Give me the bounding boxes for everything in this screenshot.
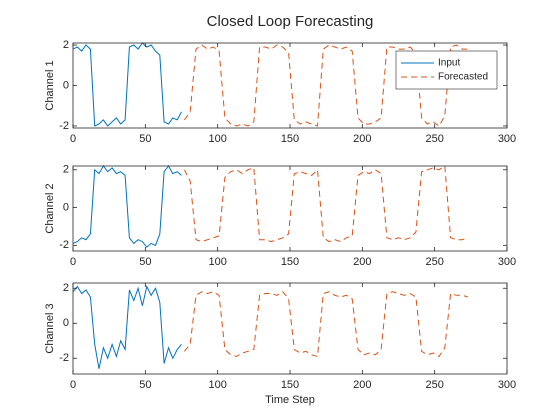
y-tick-label: 2 — [63, 164, 69, 176]
data-line — [72, 285, 182, 369]
chart-title: Closed Loop Forecasting — [207, 13, 374, 30]
x-tick-label: 150 — [281, 256, 299, 268]
y-axis-label: Channel 2 — [44, 183, 56, 233]
y-tick-label: -2 — [59, 239, 69, 251]
x-tick-label: 300 — [498, 133, 516, 145]
x-tick-label: 100 — [208, 256, 226, 268]
x-tick-label: 50 — [139, 379, 151, 391]
y-tick-label: 2 — [63, 39, 69, 51]
x-tick-label: 50 — [139, 256, 151, 268]
x-tick-label: 250 — [425, 256, 443, 268]
x-tick-label: 300 — [498, 256, 516, 268]
axes-background — [73, 283, 507, 374]
legend-label: Input — [438, 58, 460, 69]
x-tick-label: 100 — [208, 379, 226, 391]
y-tick-label: 0 — [63, 317, 69, 329]
x-tick-label: 150 — [281, 133, 299, 145]
x-tick-label: 200 — [353, 133, 371, 145]
data-line — [184, 291, 469, 358]
axes-background — [73, 166, 507, 251]
x-tick-label: 0 — [70, 379, 76, 391]
x-tick-label: 200 — [353, 379, 371, 391]
x-tick-label: 0 — [70, 133, 76, 145]
x-tick-label: 200 — [353, 256, 371, 268]
x-tick-label: 300 — [498, 379, 516, 391]
y-tick-label: 0 — [63, 79, 69, 91]
y-tick-label: -2 — [59, 352, 69, 364]
data-line — [72, 165, 182, 248]
x-tick-label: 50 — [139, 133, 151, 145]
y-axis-label: Channel 1 — [44, 60, 56, 110]
x-tick-label: 100 — [208, 133, 226, 145]
x-tick-label: 250 — [425, 133, 443, 145]
y-tick-label: 2 — [63, 282, 69, 294]
x-tick-label: 150 — [281, 379, 299, 391]
data-line — [183, 44, 468, 127]
x-tick-label: 250 — [425, 379, 443, 391]
x-tick-label: 0 — [70, 256, 76, 268]
x-axis-label: Time Step — [265, 394, 315, 406]
y-axis-label: Channel 3 — [44, 303, 56, 353]
y-tick-label: -2 — [59, 120, 69, 132]
y-tick-label: 0 — [63, 201, 69, 213]
legend-box — [395, 50, 498, 90]
legend-label: Forecasted — [438, 72, 488, 83]
data-line — [183, 165, 469, 243]
data-line — [72, 42, 182, 127]
